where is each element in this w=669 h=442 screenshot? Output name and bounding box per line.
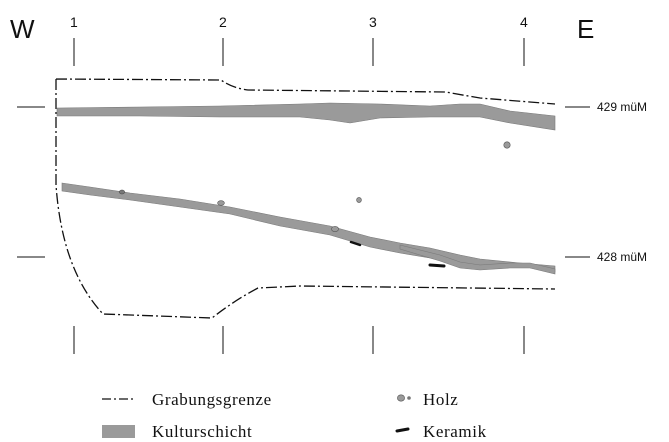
legend-wood-label: Holz	[423, 390, 458, 409]
excavation-boundary-line	[55, 78, 556, 319]
legend-wood-icon	[397, 394, 405, 402]
lower-culture-layer-branch	[399, 244, 556, 275]
legend-ceramic-label: Keramik	[423, 422, 487, 441]
legend-ceramic-icon	[395, 427, 410, 433]
ceramic-find	[428, 263, 446, 268]
elevation-429-label: 429 müM	[597, 100, 647, 114]
lower-culture-layer	[61, 182, 556, 273]
wood-find	[503, 141, 511, 149]
ceramic-find	[349, 240, 362, 247]
elevation-428-label: 428 müM	[597, 250, 647, 264]
grid-label-4: 4	[520, 14, 528, 30]
legend-boundary-label: Grabungsgrenze	[152, 390, 272, 409]
legend: Grabungsgrenze Kulturschicht Holz Kerami…	[102, 390, 487, 441]
wood-find	[217, 200, 225, 206]
grid-label-3: 3	[369, 14, 377, 30]
legend-culture-layer-swatch	[102, 425, 135, 438]
legend-wood-icon-small	[407, 396, 411, 400]
top-grid-ticks	[73, 38, 525, 66]
west-label: W	[10, 14, 35, 44]
grid-label-2: 2	[219, 14, 227, 30]
legend-culture-layer-label: Kulturschicht	[152, 422, 252, 441]
wood-find	[119, 189, 125, 195]
elevation-ticks	[17, 106, 590, 258]
east-label: E	[577, 14, 594, 44]
grid-label-1: 1	[70, 14, 78, 30]
wood-find	[356, 197, 362, 203]
upper-culture-layer	[56, 102, 556, 131]
bottom-grid-ticks	[73, 326, 525, 354]
wood-find	[331, 226, 339, 232]
